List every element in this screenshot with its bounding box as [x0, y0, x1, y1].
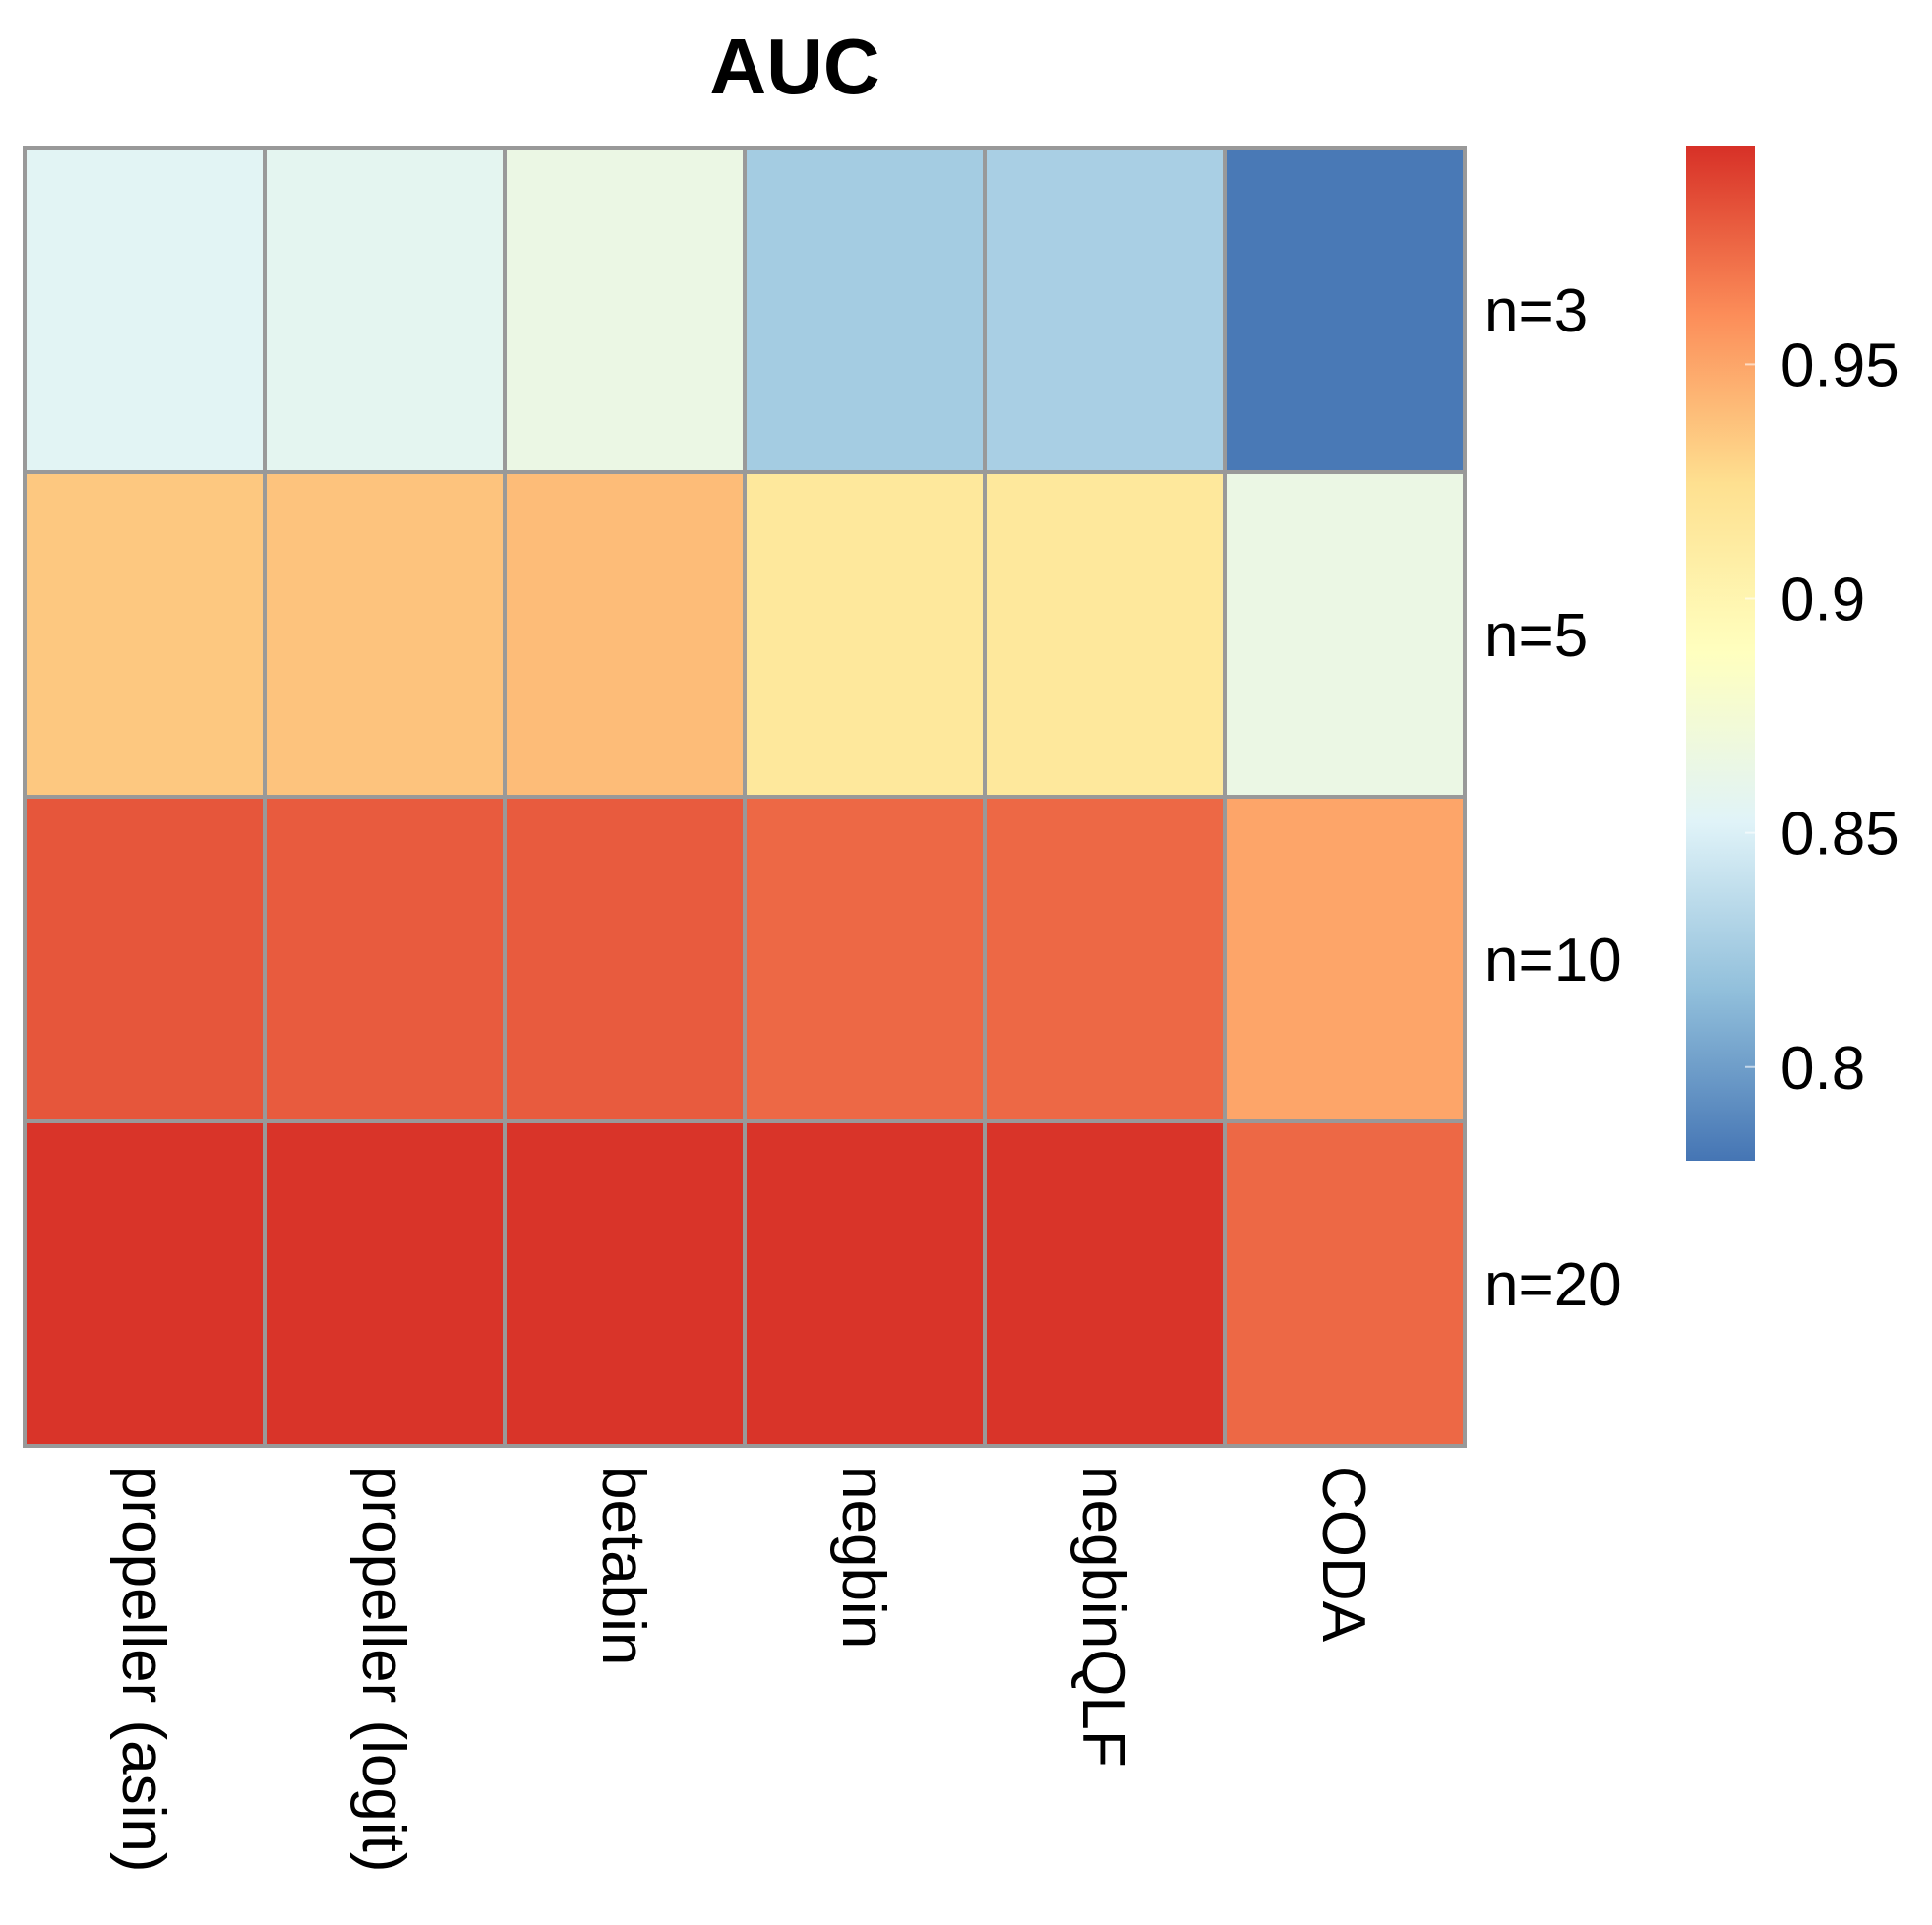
heatmap-cell — [23, 1119, 267, 1448]
heatmap-cell — [983, 146, 1227, 474]
heatmap-cell — [503, 146, 747, 474]
heatmap-cells — [23, 146, 1467, 1448]
heatmap-cell — [23, 146, 267, 474]
heatmap-cell — [1223, 795, 1467, 1123]
heatmap-cell — [263, 795, 507, 1123]
row-label: n=10 — [1484, 927, 1622, 994]
row-labels: n=3 n=5 n=10 n=20 — [1484, 277, 1622, 1319]
heatmap-cell — [743, 795, 987, 1123]
heatmap-cell — [23, 470, 267, 799]
colorbar-tick-label: 0.85 — [1781, 801, 1900, 869]
heatmap-cell — [23, 795, 267, 1123]
row-label: n=5 — [1484, 602, 1588, 670]
colorbar-legend: 0.8 0.85 0.9 0.95 — [1686, 146, 1900, 1161]
heatmap-cell — [263, 146, 507, 474]
heatmap-cell — [743, 470, 987, 799]
column-label: propeller (logit) — [349, 1466, 417, 1873]
column-label: betabin — [589, 1466, 657, 1665]
row-label: n=3 — [1484, 277, 1588, 345]
heatmap-cell — [983, 1119, 1227, 1448]
column-label: negbin — [829, 1466, 897, 1649]
column-labels: propeller (asin) propeller (logit) betabin… — [109, 1466, 1377, 1873]
heatmap-cell — [983, 470, 1227, 799]
column-label: CODA — [1309, 1466, 1377, 1643]
heatmap-cell — [263, 470, 507, 799]
heatmap-cell — [503, 470, 747, 799]
heatmap-cell — [743, 146, 987, 474]
column-label: propeller (asin) — [109, 1466, 177, 1873]
colorbar-tick-label: 0.8 — [1781, 1035, 1865, 1103]
heatmap-cell — [503, 795, 747, 1123]
heatmap-cell — [503, 1119, 747, 1448]
colorbar-tick-label: 0.9 — [1781, 567, 1865, 634]
heatmap-cell — [983, 795, 1227, 1123]
colorbar-tick-label: 0.95 — [1781, 331, 1900, 399]
heatmap-cell — [263, 1119, 507, 1448]
heatmap-cell — [1223, 1119, 1467, 1448]
heatmap-cell — [1223, 146, 1467, 474]
column-label: negbinQLF — [1069, 1466, 1137, 1768]
colorbar-gradient — [1686, 146, 1755, 1161]
heatmap-cell — [743, 1119, 987, 1448]
row-label: n=20 — [1484, 1251, 1622, 1319]
heatmap-cell — [1223, 470, 1467, 799]
chart-title: AUC — [709, 23, 879, 110]
